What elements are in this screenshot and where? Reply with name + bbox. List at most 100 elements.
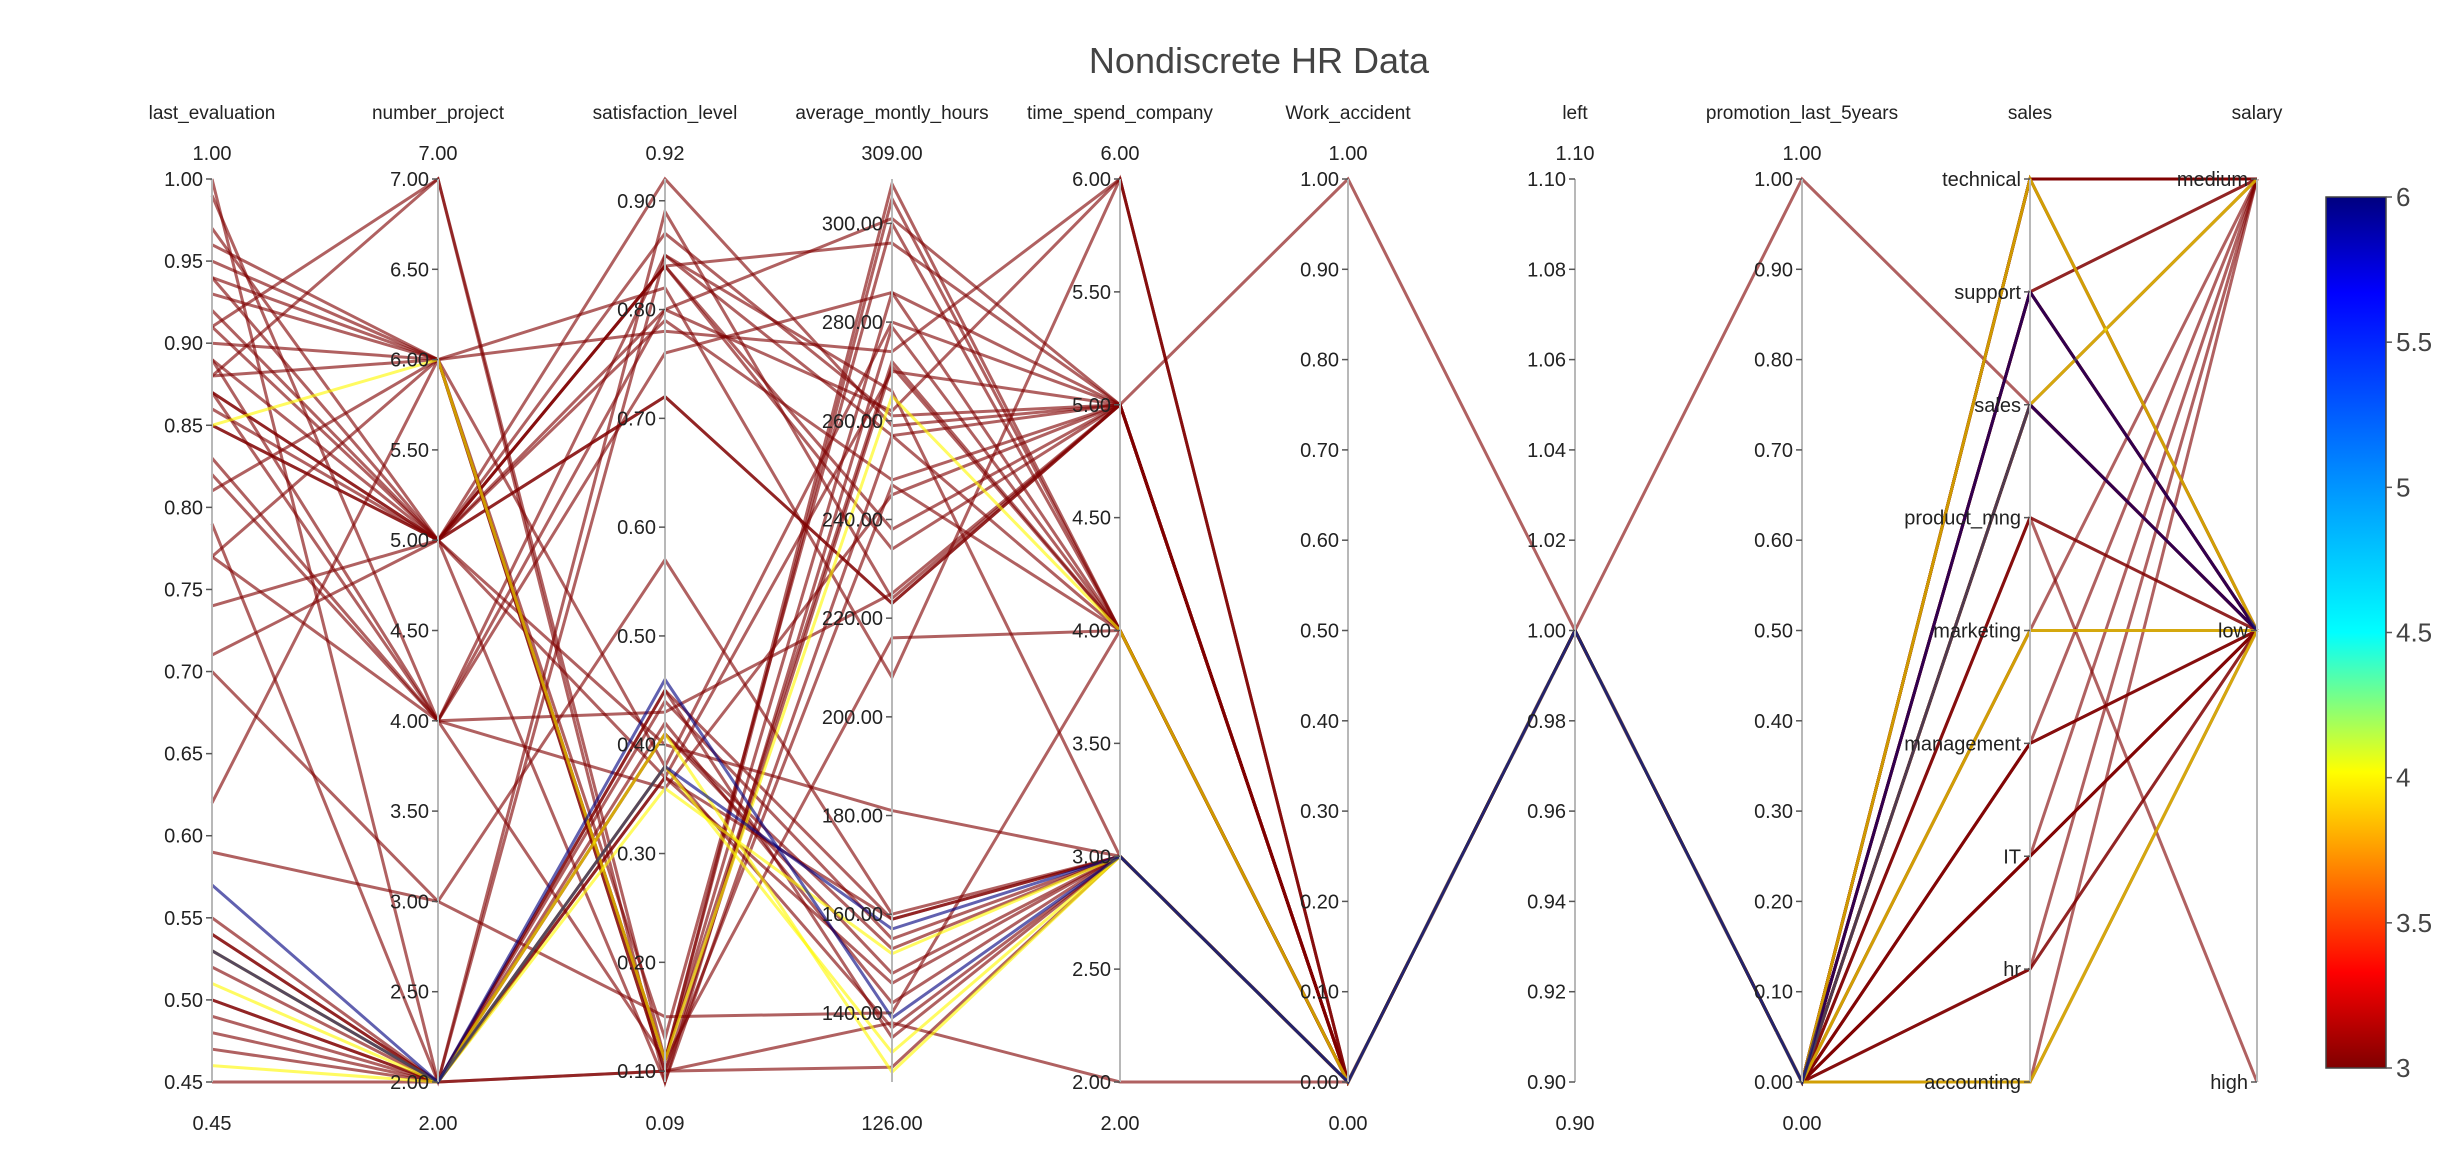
tick-label: management <box>1904 733 2021 755</box>
tick-label: 0.60 <box>617 517 656 539</box>
tick-label: 0.85 <box>164 415 203 437</box>
axis-title[interactable]: average_montly_hours <box>795 103 988 124</box>
axis-range-min: 0.00 <box>1783 1113 1822 1135</box>
tick-label: 0.30 <box>1300 801 1339 823</box>
tick-label: 0.55 <box>164 908 203 930</box>
tick-label: sales <box>1974 395 2021 417</box>
axis-time_spend_company[interactable]: time_spend_company 6.00 2.00 2.00 2.50 3.00 3.… <box>1027 103 1213 1135</box>
axis-range-max: 309.00 <box>861 143 922 165</box>
axis-title[interactable]: last_evaluation <box>149 103 276 124</box>
tick-label: support <box>1954 282 2021 304</box>
axis-promotion_last_5years[interactable]: promotion_last_5years 1.00 0.00 0.00 0.10 0.2… <box>1706 103 1898 1135</box>
axis-title[interactable]: salary <box>2232 103 2283 124</box>
axis-title[interactable]: left <box>1562 103 1588 124</box>
tick-label: 160.00 <box>822 904 883 926</box>
tick-label: 1.00 <box>1754 169 1793 191</box>
tick-label: 0.20 <box>1754 891 1793 913</box>
tick-label: high <box>2210 1072 2248 1094</box>
tick-label: 1.02 <box>1527 530 1566 552</box>
axis-range-min: 126.00 <box>861 1113 922 1135</box>
axis-sales[interactable]: sales accounting hr IT management marketing pr… <box>1904 103 2052 1094</box>
tick-label: 0.45 <box>164 1072 203 1094</box>
chart-title: Nondiscrete HR Data <box>1089 40 1430 81</box>
colorbar-tick-label: 6 <box>2396 182 2410 212</box>
tick-label: 0.10 <box>1300 982 1339 1004</box>
axis-title[interactable]: number_project <box>372 103 505 124</box>
tick-label: 0.90 <box>1527 1072 1566 1094</box>
tick-label: 0.80 <box>617 300 656 322</box>
tick-label: 200.00 <box>822 707 883 729</box>
tick-label: 3.00 <box>1072 846 1111 868</box>
tick-label: accounting <box>1924 1072 2021 1094</box>
axis-range-max: 0.92 <box>646 143 685 165</box>
colorbar-tick-label: 4 <box>2396 763 2410 793</box>
axis-range-max: 1.00 <box>1783 143 1822 165</box>
tick-label: 180.00 <box>822 806 883 828</box>
tick-label: 0.90 <box>164 333 203 355</box>
tick-label: 0.90 <box>1754 259 1793 281</box>
axis-range-min: 0.09 <box>646 1113 685 1135</box>
tick-label: 6.00 <box>1072 169 1111 191</box>
tick-label: 0.10 <box>617 1061 656 1083</box>
tick-label: low <box>2218 621 2249 643</box>
tick-label: 0.60 <box>164 826 203 848</box>
axis-title[interactable]: satisfaction_level <box>593 103 738 124</box>
axis-title[interactable]: promotion_last_5years <box>1706 103 1898 124</box>
tick-label: 0.70 <box>164 662 203 684</box>
tick-label: 0.50 <box>617 626 656 648</box>
axis-Work_accident[interactable]: Work_accident 1.00 0.00 0.00 0.10 0.20 0.30 0.4… <box>1285 103 1411 1135</box>
tick-label: 0.40 <box>617 735 656 757</box>
axis-range-min: 0.45 <box>193 1113 232 1135</box>
tick-label: 0.80 <box>1754 350 1793 372</box>
tick-label: 5.00 <box>390 530 429 552</box>
colorbar-tick-label: 4.5 <box>2396 618 2432 648</box>
tick-label: 0.40 <box>1754 711 1793 733</box>
tick-label: 220.00 <box>822 608 883 630</box>
colorbar-tick-label: 5.5 <box>2396 327 2432 357</box>
axis-range-max: 6.00 <box>1101 143 1140 165</box>
tick-label: 140.00 <box>822 1003 883 1025</box>
tick-label: 4.00 <box>390 711 429 733</box>
axis-average_montly_hours[interactable]: average_montly_hours 309.00 126.00 140.00 16… <box>795 103 988 1135</box>
tick-label: 240.00 <box>822 509 883 531</box>
axis-range-min: 2.00 <box>1101 1113 1140 1135</box>
tick-label: 0.30 <box>1754 801 1793 823</box>
tick-label: 0.98 <box>1527 711 1566 733</box>
axis-left[interactable]: left 1.10 0.90 0.90 0.92 0.94 0.96 0.98 1.00 1.02… <box>1527 103 1594 1135</box>
tick-label: 0.60 <box>1300 530 1339 552</box>
axis-salary[interactable]: salary high low medium <box>2177 103 2283 1094</box>
tick-label: 0.70 <box>1300 440 1339 462</box>
axis-title[interactable]: time_spend_company <box>1027 103 1213 124</box>
colorbar-gradient <box>2325 196 2387 1069</box>
tick-label: 0.92 <box>1527 982 1566 1004</box>
tick-label: 0.20 <box>617 952 656 974</box>
axes-layer: last_evaluation 1.00 0.45 0.45 0.50 0.55 0.60 0… <box>149 103 2283 1135</box>
axis-last_evaluation[interactable]: last_evaluation 1.00 0.45 0.45 0.50 0.55 0.60 0… <box>149 103 276 1135</box>
tick-label: IT <box>2003 846 2021 868</box>
tick-label: 3.50 <box>1072 733 1111 755</box>
axis-satisfaction_level[interactable]: satisfaction_level 0.92 0.09 0.10 0.20 0.30 0.… <box>593 103 738 1135</box>
tick-label: 0.40 <box>1300 711 1339 733</box>
tick-label: 2.00 <box>1072 1072 1111 1094</box>
axis-range-min: 2.00 <box>419 1113 458 1135</box>
tick-label: 0.90 <box>1300 259 1339 281</box>
tick-label: 0.94 <box>1527 891 1566 913</box>
tick-label: marketing <box>1933 621 2021 643</box>
axis-range-min: 0.00 <box>1329 1113 1368 1135</box>
tick-label: 2.50 <box>1072 959 1111 981</box>
axis-title[interactable]: Work_accident <box>1285 103 1411 124</box>
data-polyline <box>211 276 2259 1087</box>
axis-range-max: 1.00 <box>193 143 232 165</box>
tick-label: 2.50 <box>390 982 429 1004</box>
tick-label: 3.00 <box>390 891 429 913</box>
tick-label: 0.00 <box>1754 1072 1793 1094</box>
tick-label: 280.00 <box>822 312 883 334</box>
tick-label: 1.10 <box>1527 169 1566 191</box>
axis-title[interactable]: sales <box>2008 103 2052 124</box>
tick-label: 1.00 <box>1527 621 1566 643</box>
tick-label: 4.50 <box>1072 508 1111 530</box>
axis-number_project[interactable]: number_project 7.00 2.00 2.00 2.50 3.00 3.50 4.… <box>372 103 505 1135</box>
tick-label: 0.96 <box>1527 801 1566 823</box>
colorbar: 3 3.5 4 4.5 5 5.5 6 <box>2325 182 2432 1083</box>
